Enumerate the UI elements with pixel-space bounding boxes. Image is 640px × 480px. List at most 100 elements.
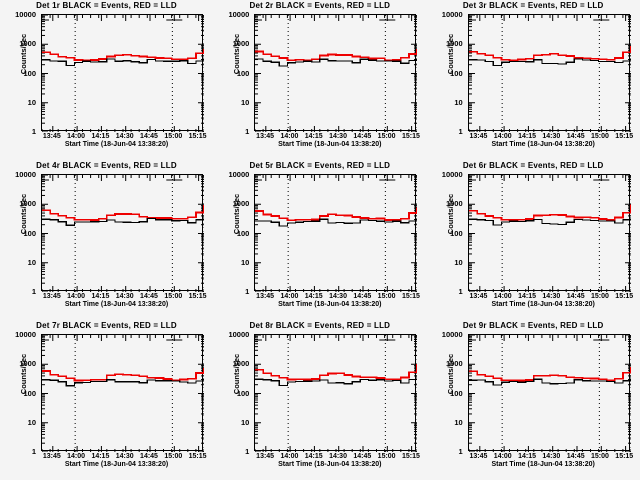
plot-area	[467, 174, 631, 292]
x-tick-label: 14:30	[115, 133, 134, 140]
x-tick-label: 14:30	[115, 453, 134, 460]
series-lld	[468, 204, 631, 221]
x-tick-label: 14:45	[140, 293, 158, 300]
panel-title: Det 2r BLACK = Events, RED = LLD	[249, 1, 391, 10]
plot-area	[467, 334, 631, 452]
x-tick-label: 15:15	[615, 133, 634, 140]
y-tick-label: 10	[240, 97, 250, 107]
x-tick-label: 15:15	[615, 453, 634, 460]
x-tick-label: 14:00	[493, 293, 512, 300]
x-tick-label: 14:00	[67, 293, 86, 300]
x-tick-label: 14:00	[280, 293, 299, 300]
x-tick-label: 14:30	[329, 133, 347, 140]
x-tick-label: 14:15	[304, 453, 323, 460]
x-axis-title: Start Time (18-Jun-04 13:38:20)	[278, 141, 382, 148]
plot-panel-det2r: Det 2r BLACK = Events, RED = LLD 1 10 100 10…	[213, 0, 426, 160]
y-tick-label: 10000	[441, 10, 463, 19]
x-tick-label: 14:45	[353, 133, 372, 140]
y-tick-label: 10000	[15, 170, 36, 179]
plot-panel-det7r: Det 7r BLACK = Events, RED = LLD 1 10 100 10…	[0, 320, 213, 480]
plot-panel-det4r: Det 4r BLACK = Events, RED = LLD 1 10 100 10…	[0, 160, 213, 320]
y-tick-label: 100	[236, 388, 250, 398]
x-tick-label: 14:30	[542, 453, 561, 460]
y-tick-label: 10000	[228, 10, 250, 19]
y-tick-label: 10000	[15, 10, 36, 19]
y-tick-label: 1	[31, 127, 36, 136]
x-tick-label: 14:30	[115, 293, 134, 300]
series-lld	[42, 48, 204, 62]
y-axis-title: Counts/sec	[445, 33, 455, 75]
x-tick-label: 15:00	[591, 453, 609, 460]
x-tick-label: 13:45	[256, 453, 275, 460]
y-tick-label: 1	[458, 127, 463, 136]
x-tick-label: 14:00	[67, 133, 86, 140]
plot-canvas	[468, 335, 631, 452]
y-axis-title: Counts/sec	[232, 193, 242, 235]
x-tick-label: 14:15	[91, 293, 110, 300]
vertical-marker-lines	[501, 15, 631, 132]
plot-canvas	[468, 15, 631, 132]
y-tick-label: 10	[27, 97, 36, 107]
y-tick-label: 10	[454, 417, 463, 427]
axis-ticks	[468, 15, 631, 132]
x-tick-label: 14:15	[91, 133, 110, 140]
plot-panel-det1r: Det 1r BLACK = Events, RED = LLD 1 10 100 10…	[0, 0, 213, 160]
y-axis-title: Counts/sec	[232, 353, 242, 395]
series-lld	[255, 363, 418, 381]
y-tick-label: 1000	[232, 199, 250, 209]
x-tick-label: 15:00	[591, 133, 609, 140]
axis-ticks	[255, 175, 418, 292]
x-tick-label: 13:45	[256, 133, 275, 140]
vertical-marker-lines	[74, 175, 204, 292]
panel-title: Det 6r BLACK = Events, RED = LLD	[462, 161, 604, 170]
plot-canvas	[468, 175, 631, 292]
y-tick-label: 1000	[19, 359, 36, 369]
y-tick-label: 100	[450, 68, 463, 78]
axis-ticks	[42, 15, 204, 132]
x-axis-title: Start Time (18-Jun-04 13:38:20)	[64, 461, 169, 468]
x-axis-title: Start Time (18-Jun-04 13:38:20)	[64, 301, 169, 308]
x-tick-label: 14:15	[518, 293, 536, 300]
vertical-marker-lines	[74, 15, 204, 132]
x-axis-title: Start Time (18-Jun-04 13:38:20)	[491, 461, 595, 468]
x-tick-label: 14:15	[518, 453, 536, 460]
x-tick-label: 13:45	[469, 133, 488, 140]
y-tick-label: 1000	[232, 39, 250, 49]
series-events	[42, 377, 204, 387]
x-tick-label: 13:45	[469, 293, 488, 300]
plot-panel-det6r: Det 6r BLACK = Events, RED = LLD 1 10 100 10…	[427, 160, 640, 320]
x-tick-label: 15:15	[188, 453, 207, 460]
series-events	[42, 216, 204, 226]
y-tick-label: 1	[245, 447, 250, 456]
x-tick-label: 14:30	[542, 133, 561, 140]
panel-title: Det 5r BLACK = Events, RED = LLD	[249, 161, 391, 170]
x-tick-label: 13:45	[42, 293, 61, 300]
plot-area	[254, 174, 418, 292]
y-tick-label: 10	[240, 257, 250, 267]
y-tick-label: 100	[23, 68, 36, 78]
x-tick-label: 15:15	[188, 133, 207, 140]
axis-ticks	[255, 335, 418, 452]
x-axis-title: Start Time (18-Jun-04 13:38:20)	[278, 461, 382, 468]
plot-canvas	[255, 175, 418, 292]
y-tick-label: 1	[31, 287, 36, 296]
x-tick-label: 14:45	[353, 293, 372, 300]
axis-ticks	[468, 335, 631, 452]
x-tick-label: 14:15	[518, 133, 536, 140]
y-tick-label: 1	[458, 287, 463, 296]
x-tick-label: 14:15	[91, 453, 110, 460]
x-tick-label: 14:30	[329, 293, 347, 300]
x-tick-label: 15:15	[401, 453, 420, 460]
panel-title: Det 9r BLACK = Events, RED = LLD	[462, 321, 604, 330]
y-tick-label: 10	[454, 97, 463, 107]
axis-ticks	[42, 175, 204, 292]
series-events	[468, 58, 631, 67]
x-tick-label: 15:00	[164, 453, 183, 460]
x-tick-label: 14:45	[140, 133, 158, 140]
x-tick-label: 15:15	[401, 133, 420, 140]
plot-canvas	[42, 15, 204, 132]
plot-area	[254, 334, 418, 452]
axis-ticks	[468, 175, 631, 292]
series-events	[42, 57, 204, 67]
plot-area	[41, 334, 204, 452]
